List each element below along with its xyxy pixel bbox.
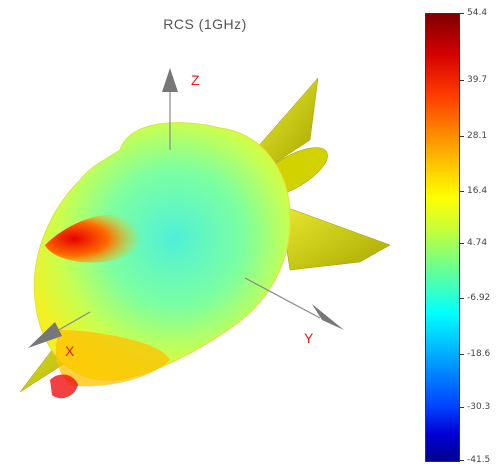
- colorbar: [425, 13, 460, 462]
- plot-title: RCS (1GHz): [163, 16, 247, 32]
- z-axis-label: Z: [191, 72, 200, 88]
- colorbar-tick: 4.74: [467, 238, 488, 248]
- colorbar-tick: -18.6: [467, 349, 491, 359]
- x-axis-arrowhead: [28, 322, 62, 348]
- rcs-3d-plot: [19, 68, 391, 399]
- rcs-lower-lobe: [55, 330, 170, 387]
- right-wing: [279, 204, 391, 271]
- colorbar-tick: 16.4: [467, 186, 488, 196]
- rcs-pattern-surface: [33, 122, 291, 381]
- colorbar-tick: -30.3: [467, 402, 491, 412]
- y-axis-label: Y: [304, 330, 314, 346]
- colorbar-tick: 54.4: [467, 8, 488, 18]
- colorbar-tick: -41.5: [467, 455, 491, 465]
- rcs-lower-hot: [50, 374, 78, 399]
- colorbar-tick: 39.7: [467, 75, 488, 85]
- z-axis-arrowhead: [162, 68, 178, 92]
- colorbar-tick: 28.1: [467, 131, 488, 141]
- colorbar-tick: -6.92: [467, 293, 491, 303]
- y-axis-line: [244, 277, 321, 319]
- x-axis-label: X: [65, 343, 75, 359]
- y-axis-arrowhead: [312, 304, 344, 330]
- rcs-hotspot: [45, 214, 142, 263]
